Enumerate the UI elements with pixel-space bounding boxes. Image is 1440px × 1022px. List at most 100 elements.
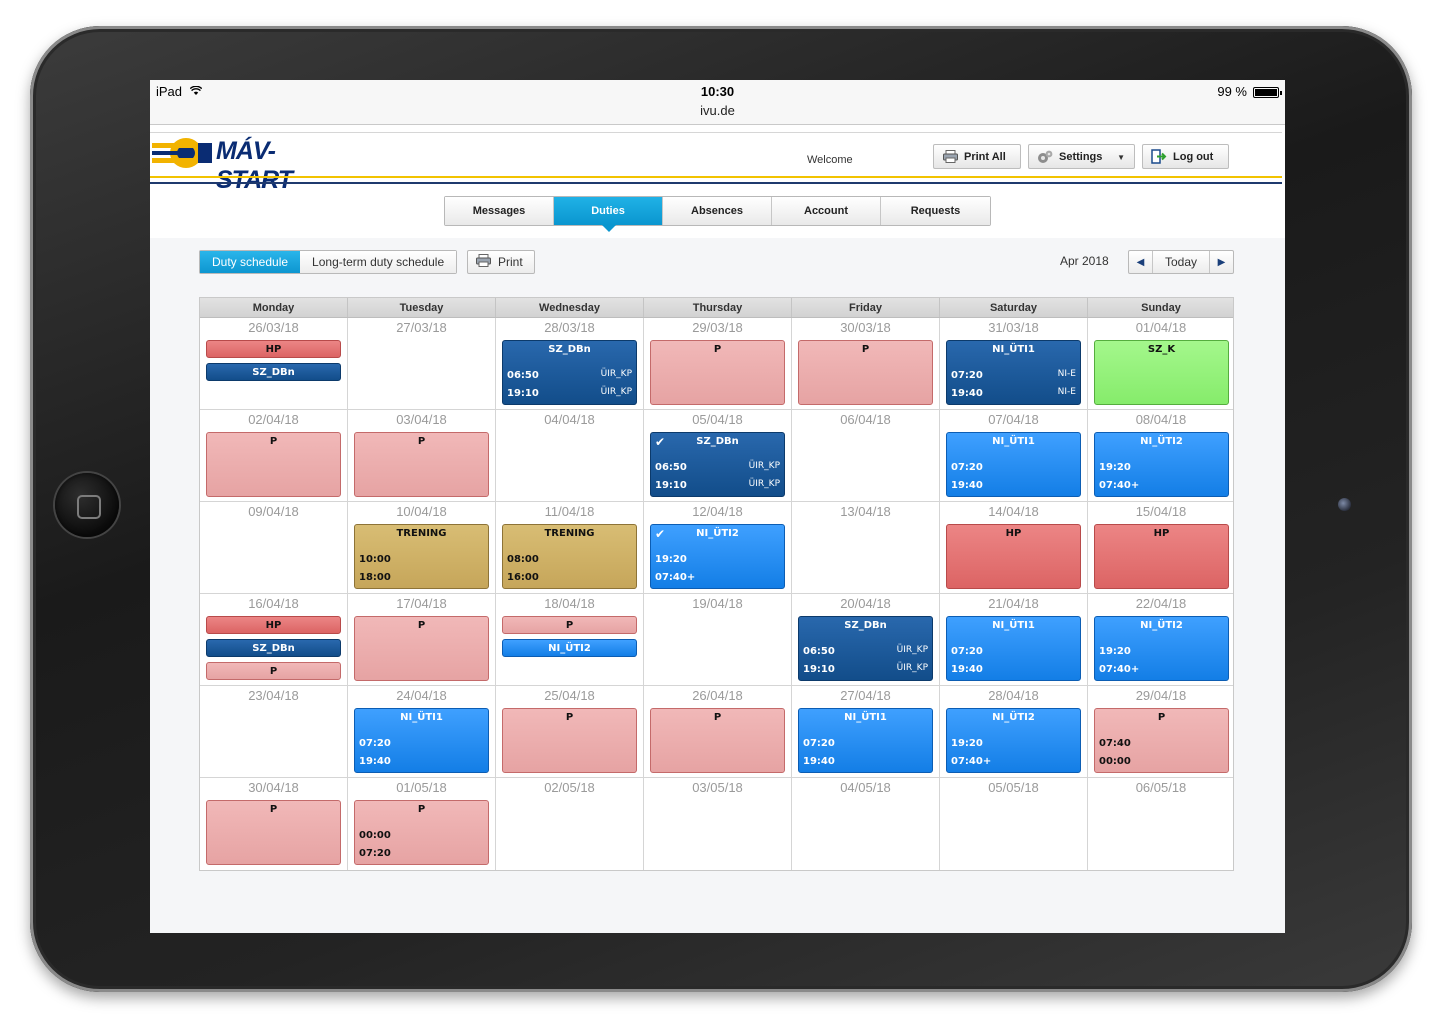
calendar-day-cell[interactable]: 08/04/18 NI_ÜTI2 19:20 07:40+: [1088, 410, 1234, 501]
duty-block[interactable]: P: [354, 432, 489, 497]
calendar-day-cell[interactable]: 16/04/18 HP SZ_DBn P: [200, 594, 348, 685]
calendar-day-cell[interactable]: 20/04/18 SZ_DBn 06:50 19:10 ÜIR_KP ÜIR_KP: [792, 594, 940, 685]
next-month-button[interactable]: ▶: [1210, 251, 1233, 273]
tab-requests[interactable]: Requests: [881, 197, 990, 225]
duty-block[interactable]: SZ_DBn 06:50 19:10 ÜIR_KP ÜIR_KP: [502, 340, 637, 405]
day-date: 01/04/18: [1135, 320, 1187, 335]
calendar-day-cell[interactable]: 27/04/18 NI_ÜTI1 07:20 19:40: [792, 686, 940, 777]
duty-block[interactable]: NI_ÜTI2: [502, 639, 637, 657]
duty-block[interactable]: NI_ÜTI2 19:20 07:40+: [1094, 616, 1229, 681]
duty-block[interactable]: P: [354, 616, 489, 681]
tab-messages[interactable]: Messages: [445, 197, 554, 225]
print-button[interactable]: Print: [467, 250, 535, 274]
duty-block[interactable]: SZ_DBn: [206, 363, 341, 381]
calendar-day-cell[interactable]: 06/05/18: [1088, 778, 1234, 870]
calendar-day-cell[interactable]: 21/04/18 NI_ÜTI1 07:20 19:40: [940, 594, 1088, 685]
calendar-day-cell[interactable]: 04/04/18: [496, 410, 644, 501]
calendar-day-cell[interactable]: 09/04/18: [200, 502, 348, 593]
duty-block[interactable]: P: [206, 662, 341, 680]
calendar-day-cell[interactable]: 01/04/18 SZ_K: [1088, 318, 1234, 409]
calendar-day-cell[interactable]: 15/04/18 HP: [1088, 502, 1234, 593]
duty-block[interactable]: P: [502, 708, 637, 773]
duty-block[interactable]: SZ_K: [1094, 340, 1229, 405]
duty-block[interactable]: NI_ÜTI1 07:20 19:40 NI-E NI-E: [946, 340, 1081, 405]
calendar-day-cell[interactable]: 10/04/18 TRENING 10:00 18:00: [348, 502, 496, 593]
duty-block[interactable]: NI_ÜTI2 19:20 07:40+: [1094, 432, 1229, 497]
calendar-day-cell[interactable]: 11/04/18 TRENING 08:00 16:00: [496, 502, 644, 593]
duty-time: 19:40: [359, 756, 391, 767]
calendar-day-cell[interactable]: 02/05/18: [496, 778, 644, 870]
calendar-day-cell[interactable]: 05/04/18 ✔ SZ_DBn 06:50 19:10 ÜIR_KP ÜIR_KP: [644, 410, 792, 501]
duty-block[interactable]: TRENING 10:00 18:00: [354, 524, 489, 589]
tab-duties[interactable]: Duties: [554, 197, 663, 232]
duty-name: P: [565, 712, 574, 723]
calendar-day-cell[interactable]: 26/04/18 P: [644, 686, 792, 777]
duty-block[interactable]: HP: [946, 524, 1081, 589]
calendar-day-cell[interactable]: 29/03/18 P: [644, 318, 792, 409]
calendar-day-cell[interactable]: 27/03/18: [348, 318, 496, 409]
calendar-day-cell[interactable]: 05/05/18: [940, 778, 1088, 870]
settings-button[interactable]: Settings ▼: [1028, 144, 1135, 169]
long-term-schedule-button[interactable]: Long-term duty schedule: [300, 251, 457, 273]
duty-schedule-button[interactable]: Duty schedule: [200, 251, 301, 273]
duty-block[interactable]: P: [650, 340, 785, 405]
duty-block[interactable]: SZ_DBn: [206, 639, 341, 657]
calendar-day-cell[interactable]: 25/04/18 P: [496, 686, 644, 777]
calendar-day-cell[interactable]: 17/04/18 P: [348, 594, 496, 685]
tab-account[interactable]: Account: [772, 197, 881, 225]
calendar-day-cell[interactable]: 06/04/18: [792, 410, 940, 501]
calendar-day-cell[interactable]: 30/04/18 P: [200, 778, 348, 870]
duty-block[interactable]: HP: [206, 340, 341, 358]
duty-block[interactable]: HP: [1094, 524, 1229, 589]
address-bar[interactable]: ivu.de: [700, 103, 735, 118]
calendar-day-cell[interactable]: 02/04/18 P: [200, 410, 348, 501]
calendar-day-cell[interactable]: 31/03/18 NI_ÜTI1 07:20 19:40 NI-E NI-E: [940, 318, 1088, 409]
calendar-day-cell[interactable]: 19/04/18: [644, 594, 792, 685]
duty-block[interactable]: NI_ÜTI1 07:20 19:40: [946, 616, 1081, 681]
duty-block[interactable]: SZ_DBn 06:50 19:10 ÜIR_KP ÜIR_KP: [798, 616, 933, 681]
duty-block[interactable]: ✔ NI_ÜTI2 19:20 07:40+: [650, 524, 785, 589]
calendar-day-cell[interactable]: 03/05/18: [644, 778, 792, 870]
calendar-day-cell[interactable]: 30/03/18 P: [792, 318, 940, 409]
calendar-day-cell[interactable]: 24/04/18 NI_ÜTI1 07:20 19:40: [348, 686, 496, 777]
duty-block[interactable]: NI_ÜTI1 07:20 19:40: [354, 708, 489, 773]
duty-block[interactable]: P 07:40 00:00: [1094, 708, 1229, 773]
day-date: 05/04/18: [692, 412, 743, 427]
calendar-day-cell[interactable]: 26/03/18 HP SZ_DBn: [200, 318, 348, 409]
duty-block[interactable]: NI_ÜTI1 07:20 19:40: [946, 432, 1081, 497]
duty-block[interactable]: P: [502, 616, 637, 634]
calendar-day-cell[interactable]: 23/04/18: [200, 686, 348, 777]
tab-absences[interactable]: Absences: [663, 197, 772, 225]
print-label: Print: [498, 255, 523, 269]
calendar-day-cell[interactable]: 04/05/18: [792, 778, 940, 870]
duty-block[interactable]: HP: [206, 616, 341, 634]
duty-block[interactable]: NI_ÜTI2 19:20 07:40+: [946, 708, 1081, 773]
print-all-button[interactable]: Print All: [933, 144, 1021, 169]
duty-block[interactable]: P: [206, 800, 341, 865]
calendar-day-cell[interactable]: 12/04/18 ✔ NI_ÜTI2 19:20 07:40+: [644, 502, 792, 593]
previous-month-button[interactable]: ◀: [1129, 251, 1152, 273]
calendar-day-cell[interactable]: 03/04/18 P: [348, 410, 496, 501]
duty-block[interactable]: P: [650, 708, 785, 773]
home-button[interactable]: [55, 473, 119, 537]
calendar-day-cell[interactable]: 13/04/18: [792, 502, 940, 593]
today-button[interactable]: Today: [1152, 251, 1210, 273]
calendar-day-cell[interactable]: 14/04/18 HP: [940, 502, 1088, 593]
mav-start-logo[interactable]: MÁV-START: [152, 133, 347, 194]
day-date: 10/04/18: [396, 504, 447, 519]
calendar-day-cell[interactable]: 18/04/18 P NI_ÜTI2: [496, 594, 644, 685]
calendar-day-cell[interactable]: 29/04/18 P 07:40 00:00: [1088, 686, 1234, 777]
calendar-day-cell[interactable]: 22/04/18 NI_ÜTI2 19:20 07:40+: [1088, 594, 1234, 685]
calendar-header: Monday Tuesday Wednesday Thursday Friday Satu…: [200, 298, 1233, 318]
duty-block[interactable]: P: [798, 340, 933, 405]
calendar-day-cell[interactable]: 07/04/18 NI_ÜTI1 07:20 19:40: [940, 410, 1088, 501]
calendar-day-cell[interactable]: 01/05/18 P 00:00 07:20: [348, 778, 496, 870]
duty-block[interactable]: NI_ÜTI1 07:20 19:40: [798, 708, 933, 773]
logout-button[interactable]: Log out: [1142, 144, 1229, 169]
calendar-day-cell[interactable]: 28/04/18 NI_ÜTI2 19:20 07:40+: [940, 686, 1088, 777]
duty-block[interactable]: P: [206, 432, 341, 497]
duty-block[interactable]: P 00:00 07:20: [354, 800, 489, 865]
calendar-day-cell[interactable]: 28/03/18 SZ_DBn 06:50 19:10 ÜIR_KP ÜIR_KP: [496, 318, 644, 409]
duty-block[interactable]: ✔ SZ_DBn 06:50 19:10 ÜIR_KP ÜIR_KP: [650, 432, 785, 497]
duty-block[interactable]: TRENING 08:00 16:00: [502, 524, 637, 589]
